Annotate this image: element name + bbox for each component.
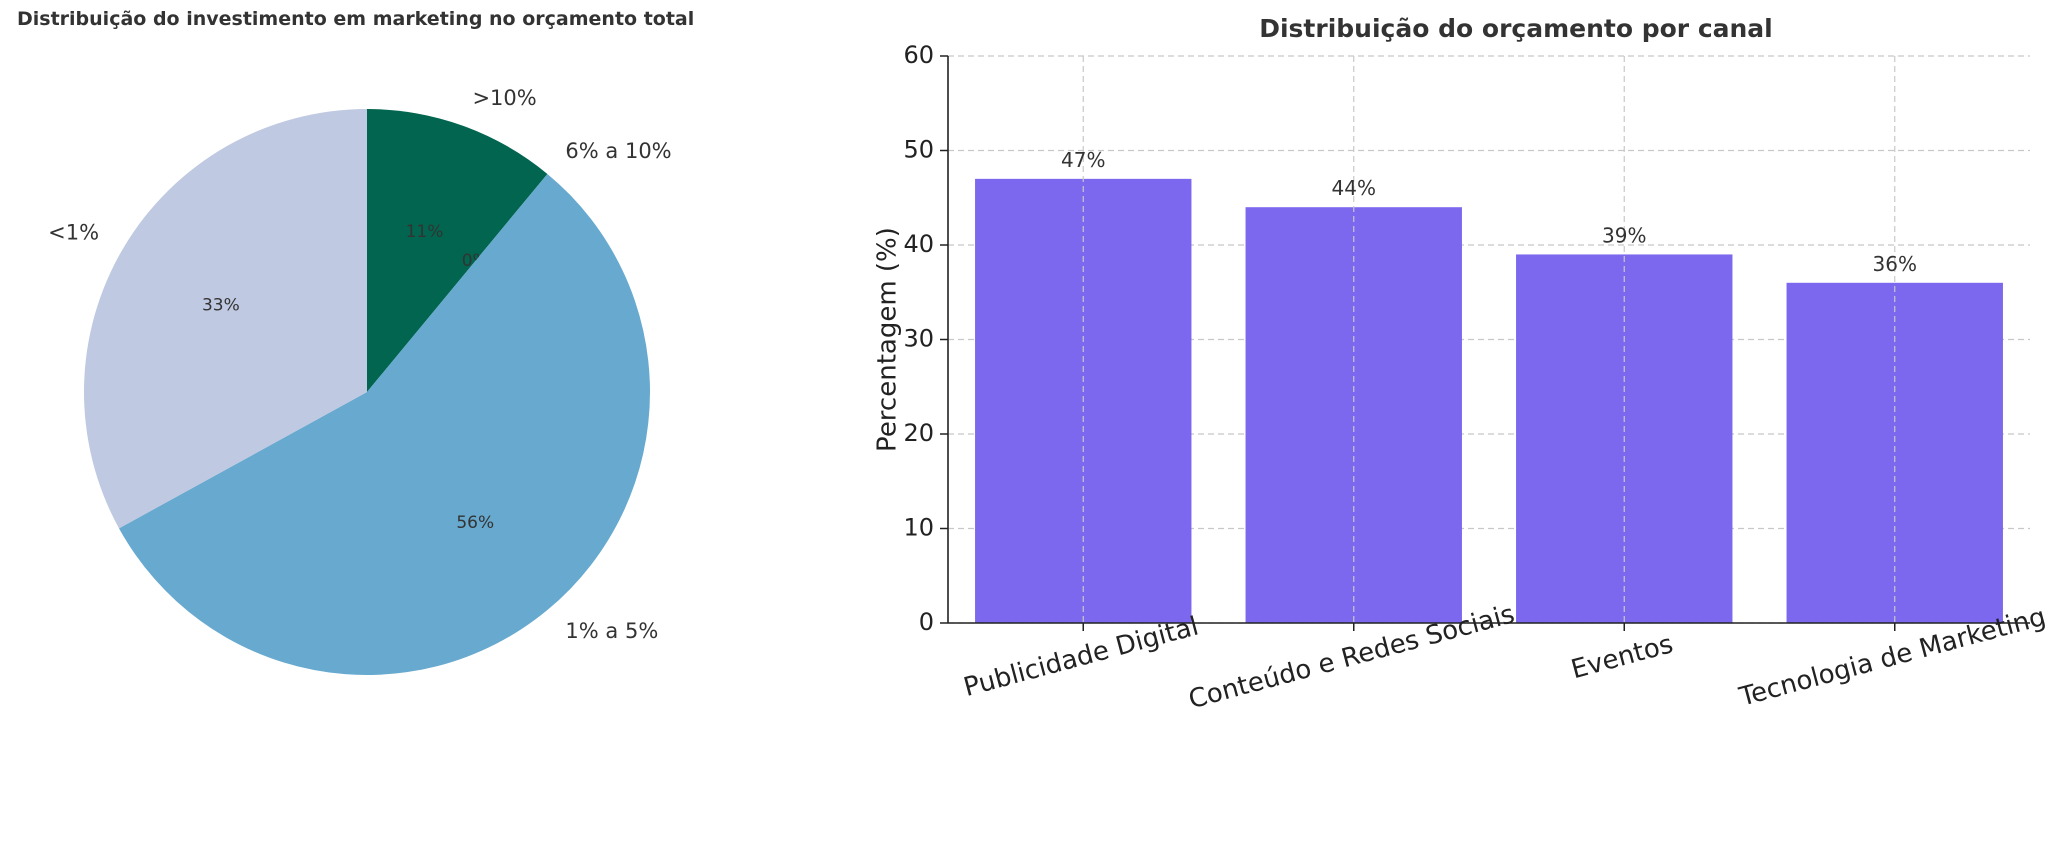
pie-slice bbox=[84, 109, 368, 529]
pie-label: 6% a 10% bbox=[565, 139, 671, 163]
y-tick-label: 0 bbox=[919, 608, 934, 636]
bar-value-label: 47% bbox=[1061, 148, 1105, 172]
y-tick-label: 50 bbox=[903, 136, 934, 164]
y-tick-label: 60 bbox=[903, 41, 934, 69]
pie-slice bbox=[119, 173, 651, 675]
y-tick-label: 40 bbox=[903, 230, 934, 258]
pie-label: >10% bbox=[472, 86, 536, 110]
bar-value-label: 36% bbox=[1873, 252, 1917, 276]
pie-pct-label: 56% bbox=[456, 513, 494, 533]
x-tick-label: Publicidade Digital bbox=[961, 612, 1202, 704]
pie-label: 1% a 5% bbox=[565, 619, 658, 643]
bar-value-label: 39% bbox=[1602, 223, 1646, 247]
pie-pct-label: 33% bbox=[202, 296, 240, 316]
y-tick-label: 20 bbox=[903, 419, 934, 447]
bar-chart-title: Distribuição do orçamento por canal bbox=[1259, 14, 1773, 43]
y-tick-label: 10 bbox=[903, 514, 934, 542]
pie-chart: >10%11%6% a 10%0%1% a 5%56%<1%33% bbox=[48, 86, 672, 675]
y-axis-label: Percentagem (%) bbox=[873, 227, 903, 452]
pie-label: <1% bbox=[48, 221, 99, 245]
pie-pct-label: 11% bbox=[406, 222, 444, 242]
bar-value-label: 44% bbox=[1332, 176, 1376, 200]
pie-slice bbox=[367, 109, 548, 392]
x-tick-label: Eventos bbox=[1568, 629, 1676, 685]
pie-chart-title: Distribuição do investimento em marketin… bbox=[17, 8, 695, 30]
y-tick-label: 30 bbox=[903, 325, 934, 353]
